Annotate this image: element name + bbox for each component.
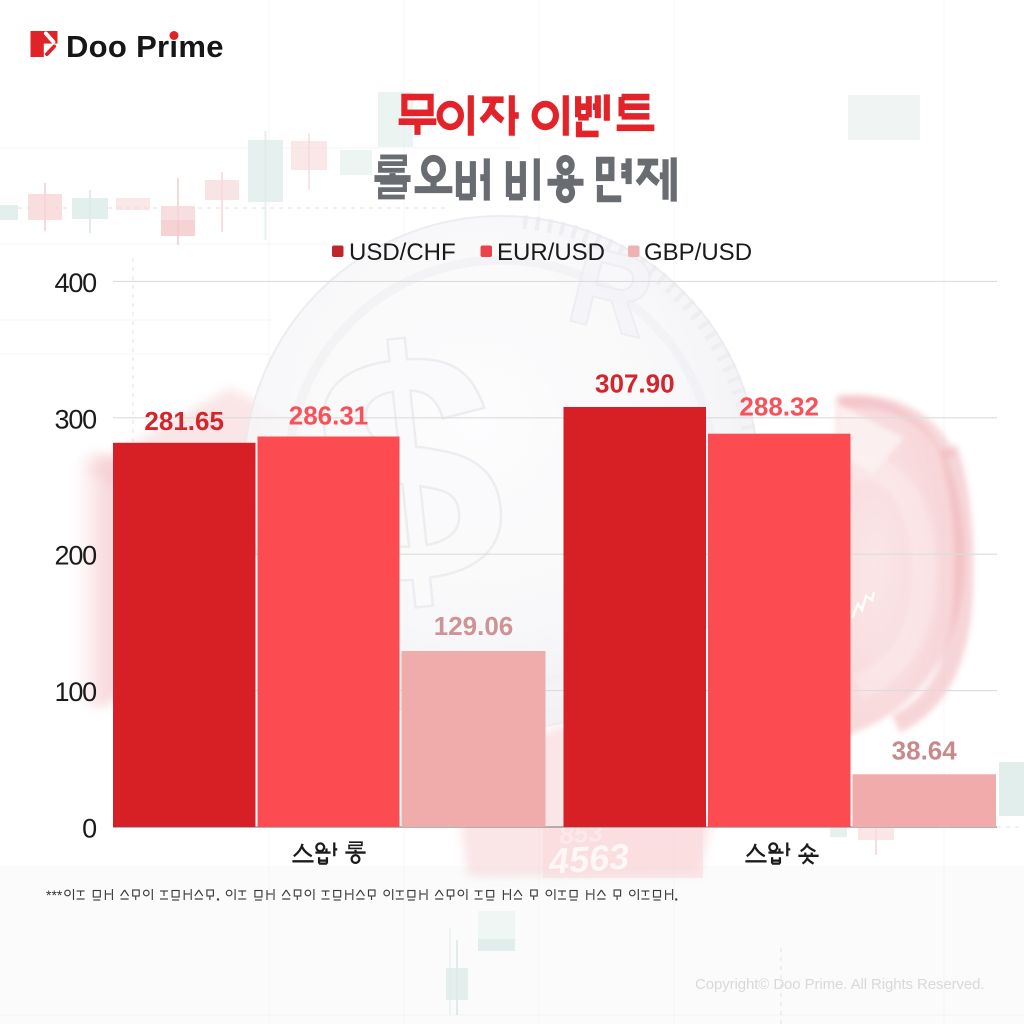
svg-text:129.06: 129.06 <box>434 611 514 641</box>
svg-text:100: 100 <box>55 677 97 707</box>
svg-text:281.65: 281.65 <box>144 406 224 436</box>
svg-text:0: 0 <box>82 814 96 844</box>
svg-text:GBP/USD: GBP/USD <box>644 239 752 266</box>
svg-text:USD/CHF: USD/CHF <box>349 239 456 266</box>
svg-text:400: 400 <box>55 268 97 298</box>
svg-text:EUR/USD: EUR/USD <box>497 239 605 266</box>
svg-text:286.31: 286.31 <box>289 401 369 431</box>
svg-text:307.90: 307.90 <box>595 369 675 399</box>
svg-text:38.64: 38.64 <box>892 735 958 765</box>
svg-text:200: 200 <box>55 541 97 571</box>
svg-text:4563: 4563 <box>547 835 631 882</box>
svg-text:***: *** <box>46 887 63 903</box>
svg-text:Copyright© Doo Prime. All Righ: Copyright© Doo Prime. All Rights Reserve… <box>695 976 984 993</box>
svg-text:Doo Prime: Doo Prime <box>66 29 224 64</box>
svg-text:300: 300 <box>55 404 97 434</box>
svg-text:288.32: 288.32 <box>739 392 819 422</box>
